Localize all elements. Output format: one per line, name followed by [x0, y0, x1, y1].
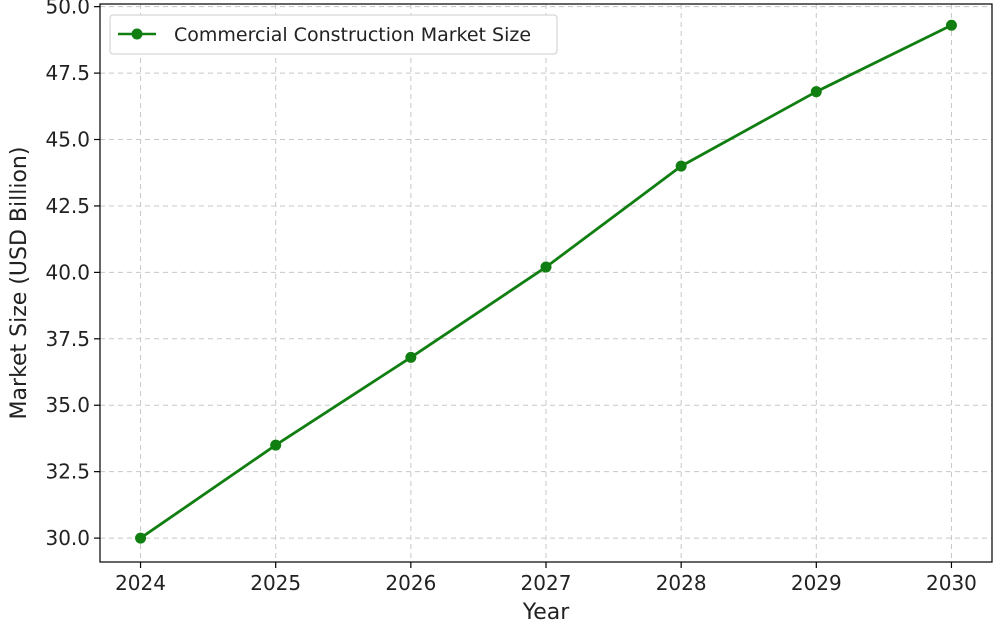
- x-tick-label: 2026: [385, 571, 436, 595]
- series-layer: [135, 19, 957, 544]
- x-tick-label: 2029: [791, 571, 842, 595]
- y-tick-label: 40.0: [45, 260, 90, 284]
- grid: [100, 4, 992, 562]
- data-point: [945, 19, 957, 31]
- y-tick-label: 42.5: [45, 194, 90, 218]
- legend: Commercial Construction Market Size: [109, 14, 558, 55]
- y-tick-label: 37.5: [45, 327, 90, 351]
- y-tick-label: 35.0: [45, 393, 90, 417]
- legend-entry-label: Commercial Construction Market Size: [174, 24, 531, 46]
- y-tick-label: 50.0: [45, 0, 90, 19]
- data-point: [810, 86, 822, 98]
- legend-box: [109, 14, 558, 55]
- x-tick-label: 2028: [656, 571, 707, 595]
- data-point: [540, 261, 552, 273]
- y-tick-label: 32.5: [45, 460, 90, 484]
- y-axis-label: Market Size (USD Billion): [7, 147, 32, 420]
- y-tick-label: 30.0: [45, 526, 90, 550]
- y-tick-label: 47.5: [45, 61, 90, 85]
- x-tick-label: 2024: [115, 571, 166, 595]
- data-point: [405, 351, 417, 363]
- x-tick-label: 2030: [926, 571, 977, 595]
- x-tick-label: 2025: [250, 571, 301, 595]
- data-point: [675, 160, 687, 172]
- y-axis: 30.0 32.5 35.0 37.5 40.0 42.5 45.0 47.5 50.0: [45, 0, 100, 550]
- data-point: [270, 439, 282, 451]
- data-point: [135, 532, 147, 544]
- x-tick-label: 2027: [521, 571, 572, 595]
- x-axis: 2024 2025 2026 2027 2028 2029 2030: [115, 562, 977, 595]
- legend-marker-swatch: [131, 28, 143, 40]
- y-tick-label: 45.0: [45, 128, 90, 152]
- series-line: [139, 24, 953, 540]
- x-axis-label: Year: [522, 600, 571, 625]
